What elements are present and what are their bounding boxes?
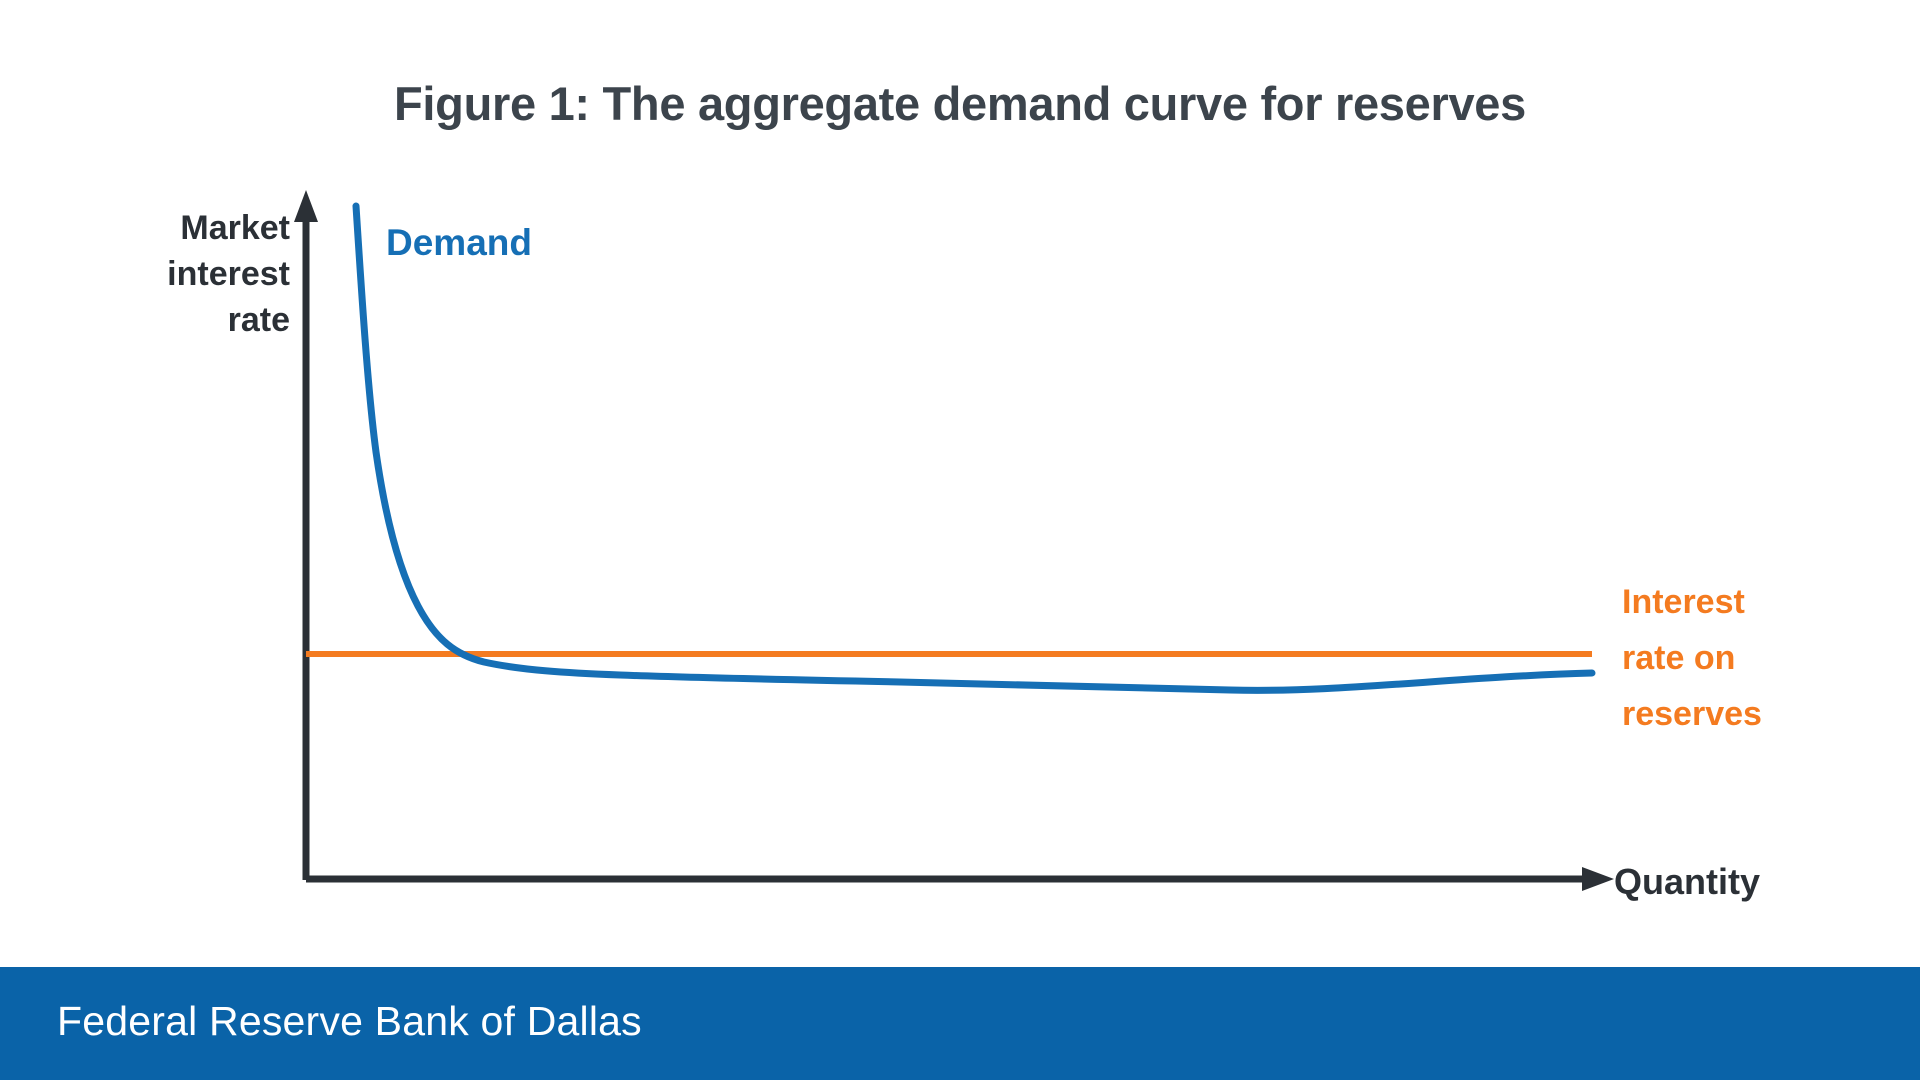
y-axis-label-line-1: Market <box>180 209 290 247</box>
chart-plot-area <box>294 190 1614 891</box>
footer-banner: Federal Reserve Bank of Dallas <box>0 967 1920 1080</box>
y-axis-arrowhead <box>294 190 318 222</box>
y-axis <box>294 190 318 880</box>
demand-curve <box>352 202 1596 694</box>
ior-label-line-1: Interest <box>1622 583 1745 621</box>
y-axis-label: Market interest rate <box>60 205 290 343</box>
y-axis-label-line-3: rate <box>227 301 290 339</box>
ior-series-label: Interest rate on reserves <box>1622 574 1872 742</box>
demand-series-label: Demand <box>386 222 532 263</box>
ior-label-line-2: rate on <box>1622 639 1736 677</box>
chart-svg <box>294 190 1614 891</box>
x-axis <box>306 867 1614 891</box>
organization-name: Federal Reserve Bank of Dallas <box>57 998 642 1044</box>
x-axis-label: Quantity <box>1614 861 1761 902</box>
y-axis-label-line-2: interest <box>167 255 290 293</box>
x-axis-arrowhead <box>1582 867 1614 891</box>
page-title: Figure 1: The aggregate demand curve for… <box>394 77 1526 130</box>
ior-label-line-3: reserves <box>1622 695 1762 733</box>
